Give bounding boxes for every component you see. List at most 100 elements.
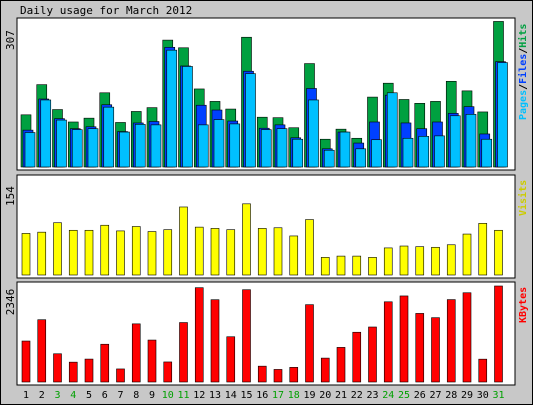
day-label: 6: [102, 390, 108, 401]
kbytes-ymax-label: 2346: [4, 289, 17, 316]
visits-ymax-label: 154: [4, 186, 17, 206]
visits-bar: [415, 246, 425, 276]
visits-bar: [242, 203, 251, 276]
day-label: 20: [319, 390, 331, 401]
pages-bar: [276, 128, 288, 168]
visits-bar: [163, 229, 173, 276]
pages-bar: [481, 138, 493, 168]
pages-bar: [449, 115, 461, 168]
visits-bar: [383, 247, 393, 276]
day-label: 4: [70, 390, 76, 401]
visits-bar: [147, 231, 157, 276]
day-label: 7: [117, 390, 123, 401]
legend-pages: Pages: [518, 90, 529, 120]
visits-bar: [68, 229, 78, 276]
day-label: 11: [177, 390, 189, 401]
kbytes-bar: [68, 361, 78, 383]
kbytes-bar: [320, 357, 330, 383]
kbytes-bar: [336, 347, 346, 383]
kbytes-bar: [368, 326, 377, 383]
day-label: 2: [39, 390, 45, 401]
kbytes-bar: [431, 317, 440, 383]
pages-bar: [308, 99, 319, 168]
visits-bar: [84, 229, 94, 276]
day-label: 22: [351, 390, 363, 401]
kbytes-bar: [415, 313, 425, 383]
legend-files: Files: [517, 54, 529, 84]
day-label: 3: [54, 390, 60, 401]
visits-bar: [289, 235, 299, 276]
pages-bar: [260, 129, 272, 168]
day-label: 24: [382, 390, 394, 401]
pages-bar: [323, 149, 335, 168]
pages-bar: [229, 123, 241, 168]
kbytes-bar: [242, 289, 251, 383]
visits-bar: [305, 219, 314, 276]
day-label: 23: [366, 390, 378, 401]
kbytes-bar: [399, 295, 409, 383]
day-label: 25: [398, 390, 410, 401]
pages-bar: [182, 66, 193, 168]
visits-bar: [100, 224, 110, 276]
kbytes-bar: [53, 353, 62, 383]
pages-bar: [386, 92, 398, 168]
chart-title: Daily usage for March 2012: [20, 4, 192, 17]
kbytes-bar: [100, 343, 110, 383]
pages-bar: [402, 137, 414, 168]
kbytes-bar: [273, 369, 283, 383]
pages-bar: [150, 124, 162, 168]
pages-bar: [40, 99, 52, 168]
visits-bar: [116, 230, 125, 276]
pages-bar: [371, 139, 382, 168]
pages-bar: [166, 49, 178, 168]
kbytes-bar: [163, 361, 173, 383]
day-label: 19: [303, 390, 315, 401]
day-label: 9: [149, 390, 155, 401]
day-label: 1: [23, 390, 29, 401]
pages-bar: [119, 131, 130, 168]
kbytes-bar: [116, 368, 125, 383]
visits-bar: [210, 228, 220, 276]
pages-bar: [197, 124, 209, 168]
day-label: 28: [445, 390, 457, 401]
visits-bar: [273, 227, 283, 276]
visits-bar: [194, 226, 204, 276]
pages-bar: [339, 131, 351, 168]
kbytes-bar: [257, 365, 267, 383]
visits-bar: [431, 246, 440, 276]
visits-bar: [257, 228, 267, 276]
pages-bar: [465, 114, 477, 168]
day-label: 17: [272, 390, 284, 401]
pages-bar: [24, 132, 36, 168]
visits-bar: [53, 222, 62, 276]
visits-bar: [399, 245, 409, 276]
hits-legend: Pages/Files/Hits: [517, 24, 529, 120]
svg-text:Pages/Files/Hits: Pages/Files/Hits: [517, 24, 529, 120]
kbytes-bar: [84, 358, 94, 383]
visits-bar: [21, 233, 31, 276]
day-label: 12: [193, 390, 205, 401]
day-label: 15: [240, 390, 252, 401]
kbytes-bar: [210, 299, 220, 383]
kbytes-bar: [21, 340, 31, 383]
visits-bar: [179, 206, 188, 276]
pages-bar: [245, 73, 256, 168]
kbytes-bar: [147, 339, 157, 383]
pages-bar: [355, 148, 367, 168]
visits-bar: [352, 255, 362, 276]
visits-bar: [494, 229, 503, 276]
day-label: 18: [288, 390, 300, 401]
day-label: 14: [225, 390, 237, 401]
legend-visits: Visits: [517, 180, 529, 216]
kbytes-bar: [289, 367, 299, 383]
visits-bar: [226, 229, 236, 276]
day-label: 16: [256, 390, 268, 401]
kbytes-bar: [446, 299, 456, 383]
pages-bar: [497, 62, 508, 168]
day-label: 8: [133, 390, 139, 401]
kbytes-bar: [37, 319, 47, 383]
day-label: 29: [461, 390, 473, 401]
visits-bar: [368, 257, 377, 276]
legend-hits: Hits: [517, 24, 529, 48]
